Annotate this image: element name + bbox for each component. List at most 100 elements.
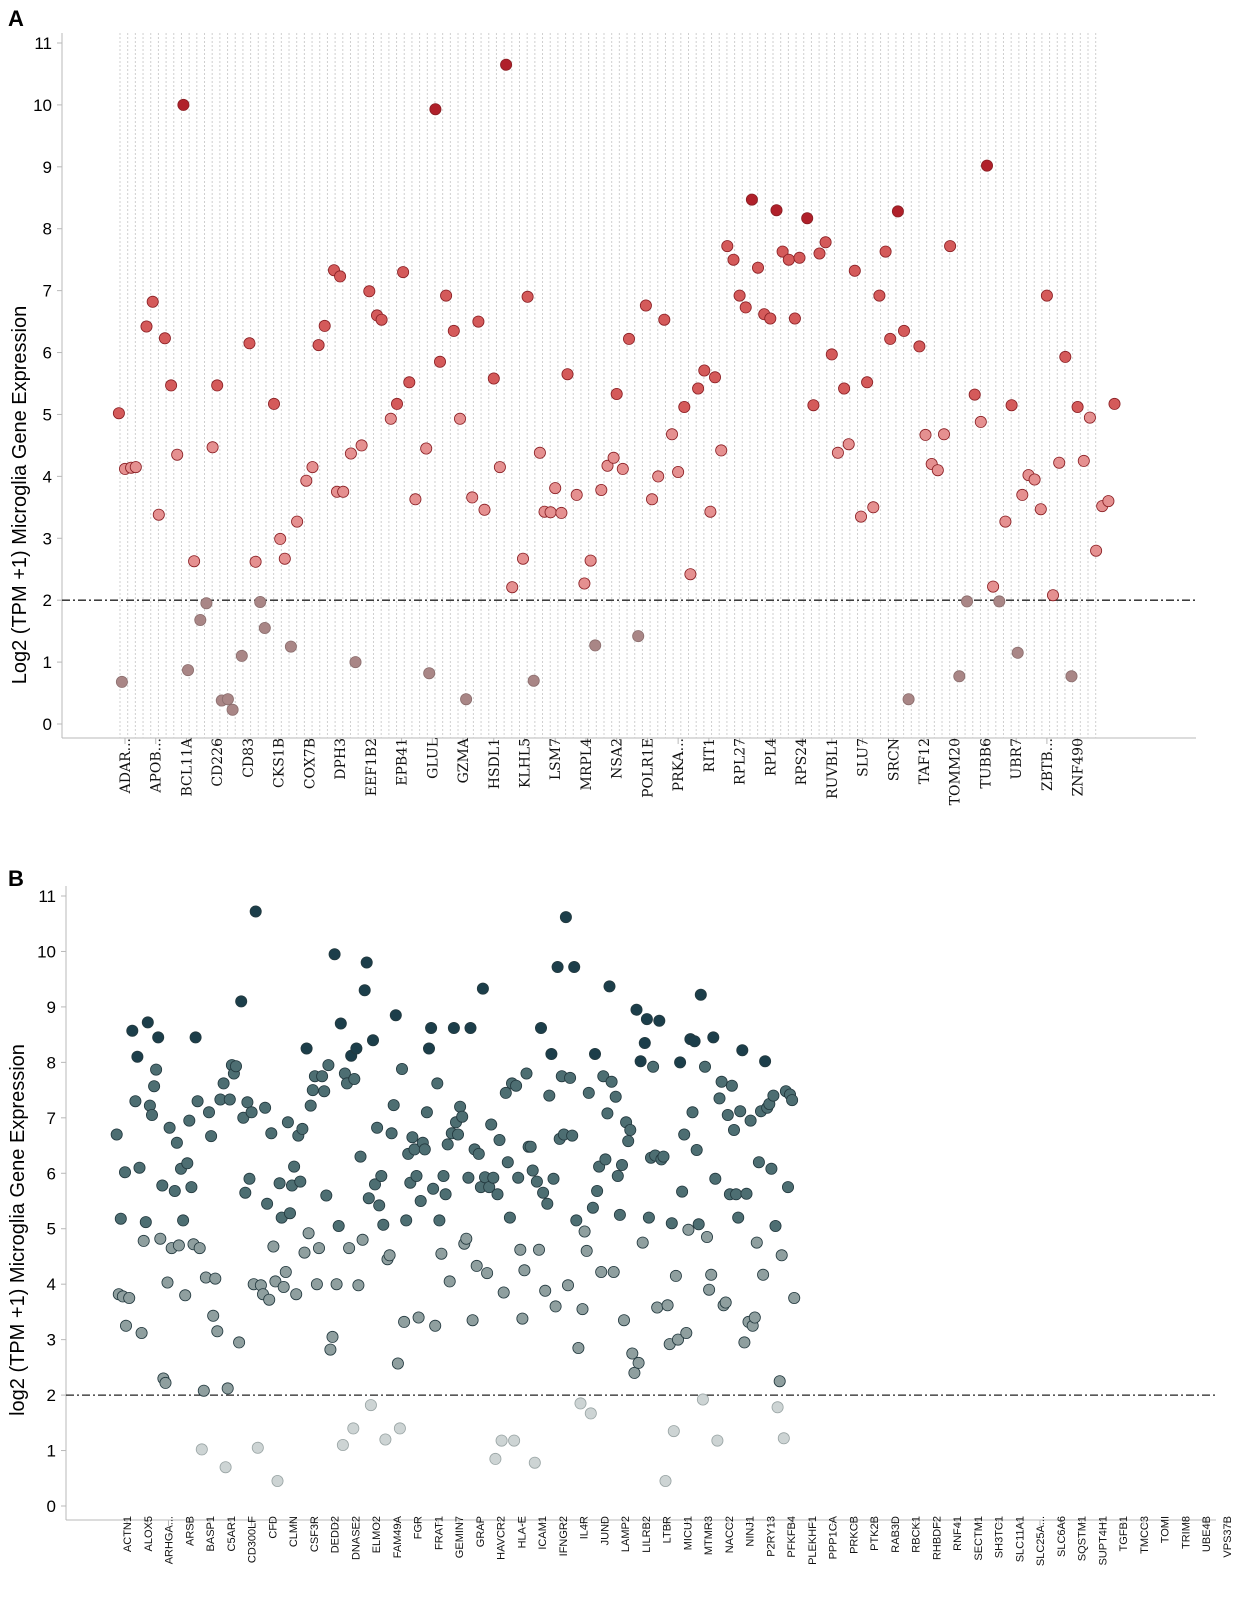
data-point [110,1128,123,1141]
y-tick-label: 0 [47,1497,56,1516]
data-point [152,1031,165,1044]
data-point [773,1375,786,1388]
data-point [300,1042,313,1055]
data-point [211,379,224,392]
data-point [437,1170,450,1183]
data-point [953,670,966,683]
data-point [454,1100,467,1113]
data-point [658,313,671,326]
y-tick-label: 5 [47,1220,56,1239]
data-point [931,464,944,477]
data-point [447,324,460,337]
data-point [141,1016,154,1029]
data-point [350,1042,363,1055]
data-point [611,1170,624,1183]
data-point [535,1022,548,1035]
data-point [284,640,297,653]
data-point [801,212,814,225]
data-point [267,397,280,410]
data-point [356,1233,369,1246]
data-point [672,465,685,478]
data-point [516,1312,529,1325]
data-point [139,1216,152,1229]
data-point [294,1175,307,1188]
data-point [241,1096,254,1109]
data-point [748,1311,761,1324]
data-point [721,1109,734,1122]
data-point [626,1347,639,1360]
data-point [692,1218,705,1231]
x-tick-label: SUPT4H1 [1097,1516,1109,1566]
data-point [786,1094,799,1107]
y-tick-label: 9 [47,998,56,1017]
y-tick-label: 6 [47,1164,56,1183]
data-point [485,1118,498,1131]
data-point [239,1186,252,1199]
data-point [137,1234,150,1247]
data-point [115,675,128,688]
data-point [913,340,926,353]
data-point [443,1275,456,1288]
data-point [274,532,287,545]
data-point [447,1022,460,1035]
data-point [752,261,765,274]
data-point [316,1070,329,1083]
x-tick-label: FRAT1 [433,1516,445,1550]
data-point [179,1289,192,1302]
data-point [561,368,574,381]
data-point [156,1179,169,1192]
x-tick-label: ARHGA... [164,1516,176,1564]
x-tick-label: ZBTB... [1040,738,1056,791]
data-point [414,1195,427,1208]
data-point [129,461,142,474]
x-tick-label: CKS1B [272,738,288,788]
x-tick-label: BASP1 [205,1516,217,1551]
x-tick-label: TOMM20 [948,738,964,805]
y-tick-label: 7 [43,282,52,301]
data-point [842,438,855,451]
data-point [168,1185,181,1198]
data-point [634,1055,647,1068]
data-point [595,1266,608,1279]
data-point [410,1170,423,1183]
data-point [559,911,572,924]
x-tick-label: PRKA... [671,738,687,791]
data-point [171,448,184,461]
data-point [628,1366,641,1379]
data-point [226,703,239,716]
data-point [219,1461,232,1474]
data-point [145,1109,158,1122]
data-point [968,388,981,401]
data-point [206,441,219,454]
data-point [510,1079,523,1092]
data-point [440,289,453,302]
data-point [283,1207,296,1220]
data-point [715,444,728,457]
data-point [759,1055,772,1068]
data-point [769,1220,782,1233]
data-point [159,1376,172,1389]
data-point [205,1130,218,1143]
data-point [343,1242,356,1255]
data-point [568,961,581,974]
data-point [782,253,795,266]
data-point [163,1121,176,1134]
data-point [1028,473,1041,486]
x-tick-label: FAM49A [392,1515,404,1558]
data-point [873,289,886,302]
x-tick-label: SLC11A1 [1014,1516,1026,1562]
data-point [609,1090,622,1103]
data-point [727,253,740,266]
data-point [300,474,313,487]
data-point [688,1035,701,1048]
x-tick-label: UBR7 [1009,738,1025,780]
data-point [344,447,357,460]
x-tick-label: CD226 [210,738,226,787]
data-point [383,1249,396,1262]
y-tick-label: 9 [43,158,52,177]
data-point [1005,399,1018,412]
data-point [838,382,851,395]
data-point [312,339,325,352]
data-point [576,1303,589,1316]
x-tick-label: DEDD2 [330,1516,342,1553]
